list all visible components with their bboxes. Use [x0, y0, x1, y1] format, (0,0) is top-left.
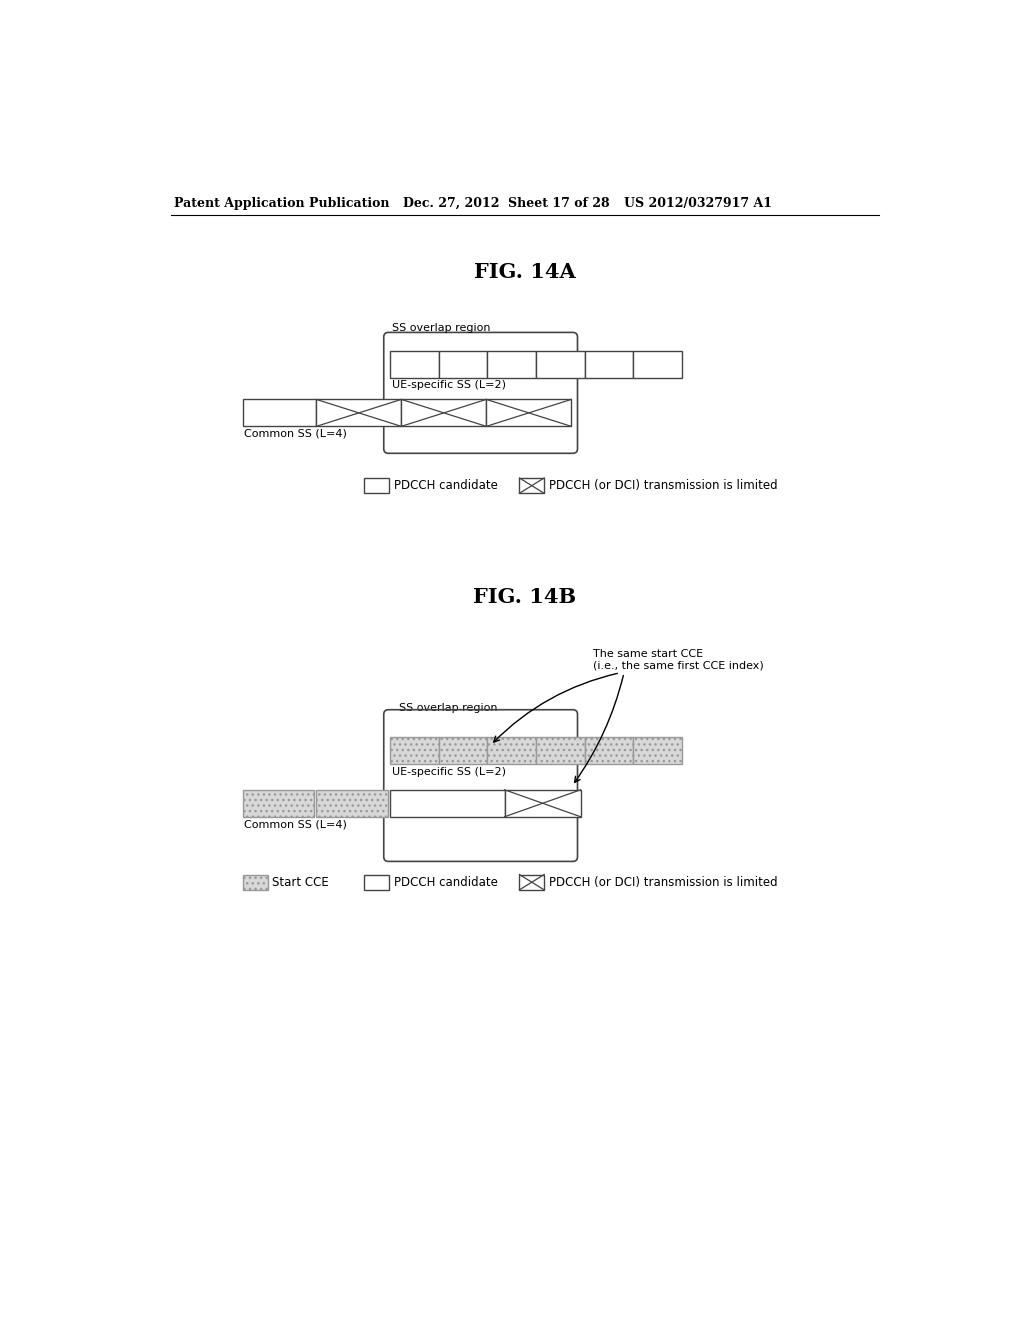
- Bar: [634, 738, 682, 764]
- Text: FIG. 14A: FIG. 14A: [474, 263, 575, 282]
- Text: FIG. 14B: FIG. 14B: [473, 587, 577, 607]
- Text: Patent Application Publication: Patent Application Publication: [174, 197, 390, 210]
- Bar: [390, 738, 438, 764]
- Text: Common SS (L=4): Common SS (L=4): [245, 818, 347, 829]
- Bar: [316, 400, 401, 426]
- Bar: [438, 738, 487, 764]
- Text: US 2012/0327917 A1: US 2012/0327917 A1: [624, 197, 772, 210]
- Text: Dec. 27, 2012: Dec. 27, 2012: [403, 197, 500, 210]
- Bar: [505, 789, 581, 817]
- Bar: [438, 351, 487, 378]
- Text: SS overlap region: SS overlap region: [399, 702, 498, 713]
- Bar: [634, 351, 682, 378]
- Bar: [365, 875, 389, 890]
- Bar: [519, 478, 544, 494]
- Bar: [585, 351, 634, 378]
- Bar: [316, 789, 388, 817]
- Text: Common SS (L=4): Common SS (L=4): [245, 429, 347, 438]
- Bar: [243, 400, 316, 426]
- Bar: [487, 738, 536, 764]
- Text: PDCCH candidate: PDCCH candidate: [394, 479, 498, 492]
- Bar: [401, 400, 486, 426]
- Text: PDCCH (or DCI) transmission is limited: PDCCH (or DCI) transmission is limited: [549, 875, 777, 888]
- Bar: [243, 875, 267, 890]
- Text: UE-specific SS (L=2): UE-specific SS (L=2): [391, 767, 506, 776]
- Text: UE-specific SS (L=2): UE-specific SS (L=2): [391, 380, 506, 391]
- Text: (i.e., the same first CCE index): (i.e., the same first CCE index): [593, 660, 764, 671]
- Text: The same start CCE: The same start CCE: [593, 648, 703, 659]
- Text: SS overlap region: SS overlap region: [392, 323, 490, 333]
- Text: PDCCH (or DCI) transmission is limited: PDCCH (or DCI) transmission is limited: [549, 479, 777, 492]
- Bar: [519, 875, 544, 890]
- Bar: [365, 478, 389, 494]
- Text: Start CCE: Start CCE: [272, 875, 329, 888]
- Bar: [390, 789, 505, 817]
- Bar: [536, 351, 585, 378]
- Text: Sheet 17 of 28: Sheet 17 of 28: [508, 197, 609, 210]
- Bar: [390, 351, 438, 378]
- Text: PDCCH candidate: PDCCH candidate: [394, 875, 498, 888]
- Bar: [536, 738, 585, 764]
- Bar: [486, 400, 571, 426]
- Bar: [243, 789, 314, 817]
- Bar: [585, 738, 634, 764]
- Bar: [487, 351, 536, 378]
